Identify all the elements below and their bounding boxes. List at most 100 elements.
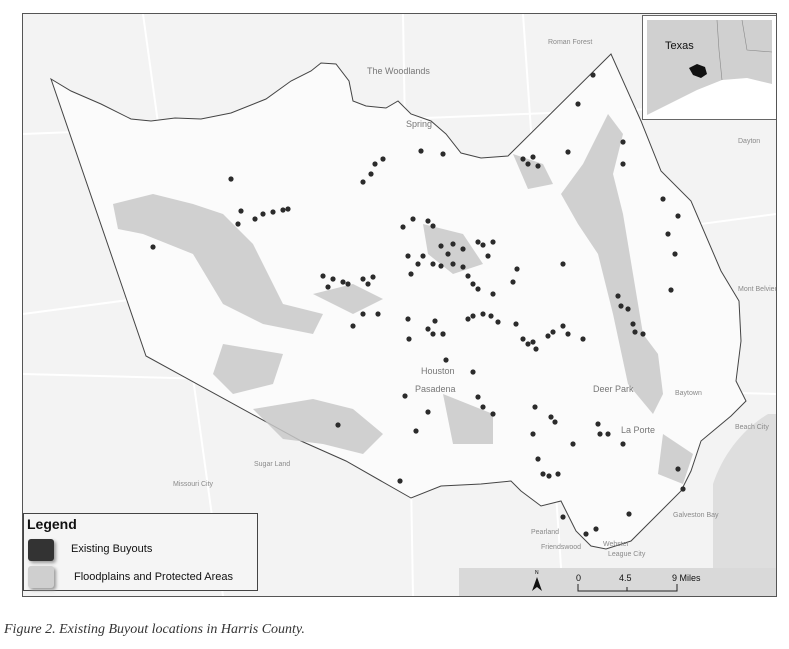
legend-label-buyouts: Existing Buyouts	[71, 543, 153, 555]
buyout-point	[425, 409, 431, 415]
floodplains-swatch	[28, 566, 54, 588]
buyout-point	[260, 211, 266, 217]
texas-inset-map: Texas	[642, 15, 776, 120]
buyout-point	[235, 221, 241, 227]
place-label: Sugar Land	[254, 461, 291, 468]
place-label: Pasadena	[415, 384, 456, 394]
buyout-point	[485, 253, 491, 259]
place-label: The Woodlands	[367, 66, 430, 76]
buyout-point	[583, 531, 589, 537]
buyout-point	[405, 316, 411, 322]
buyout-point	[632, 329, 638, 335]
buyout-point	[668, 287, 674, 293]
buyout-point	[490, 239, 496, 245]
scale-tick-2: 9 Miles	[672, 573, 701, 583]
buyout-point	[450, 261, 456, 267]
map[interactable]: The Woodlands Spring Houston Pasadena Deer P…	[22, 13, 777, 597]
buyout-point	[618, 303, 624, 309]
floodplain-area	[423, 224, 483, 274]
buyout-point	[445, 251, 451, 257]
buyout-point	[460, 264, 466, 270]
buyout-point	[620, 161, 626, 167]
buyout-point	[510, 279, 516, 285]
buyout-point	[320, 273, 326, 279]
gulf-of-mexico	[647, 78, 772, 115]
place-label: Friendswood	[541, 544, 582, 551]
floodplain-area	[113, 194, 323, 334]
buyout-point	[406, 336, 412, 342]
map-canvas	[23, 14, 776, 596]
harris-county-highlight	[689, 64, 707, 78]
buyout-point	[595, 421, 601, 427]
buyout-point	[325, 284, 331, 290]
buyout-point	[525, 341, 531, 347]
buyout-point	[405, 253, 411, 259]
buyout-point	[380, 156, 386, 162]
buyout-point	[488, 313, 494, 319]
floodplain-area	[213, 344, 283, 394]
place-label: Mont Belvieu	[738, 286, 777, 293]
floodplain-area	[443, 394, 493, 444]
buyout-point	[360, 179, 366, 185]
place-label: Spring	[406, 119, 433, 129]
buyout-point	[560, 261, 566, 267]
buyout-point	[545, 333, 551, 339]
buyout-point	[410, 216, 416, 222]
buyout-point	[525, 161, 531, 167]
buyout-point	[560, 514, 566, 520]
place-label: Dayton	[738, 138, 761, 145]
buyout-point	[350, 323, 356, 329]
buyout-point	[565, 331, 571, 337]
buyout-point	[438, 243, 444, 249]
buyout-point	[432, 318, 438, 324]
buyout-point	[375, 311, 381, 317]
buyout-point	[620, 441, 626, 447]
buyout-point	[397, 478, 403, 484]
buyout-point	[360, 311, 366, 317]
buyout-point	[430, 261, 436, 267]
buyout-point	[470, 281, 476, 287]
buyout-point	[675, 466, 681, 472]
buyout-point	[593, 526, 599, 532]
buyout-point	[425, 326, 431, 332]
buyout-point	[548, 414, 554, 420]
place-label: Galveston Bay	[673, 512, 719, 519]
scale-bar: N 0 4.5 9 Miles	[459, 568, 776, 596]
buyout-point	[280, 207, 286, 213]
harris-county-boundary	[50, 53, 747, 550]
buyout-point	[530, 154, 536, 160]
buyout-point	[597, 431, 603, 437]
place-label: Pearland	[531, 529, 560, 536]
buyout-point	[370, 274, 376, 280]
buyout-point	[340, 279, 346, 285]
buyout-point	[565, 149, 571, 155]
buyout-point	[533, 346, 539, 352]
buyout-point	[345, 281, 351, 287]
buyout-point	[490, 291, 496, 297]
place-label: Beach City	[735, 424, 769, 431]
north-arrow-icon	[532, 577, 542, 591]
buyout-point	[640, 331, 646, 337]
buyout-point	[560, 323, 566, 329]
buyout-point	[330, 276, 336, 282]
buyout-point	[470, 313, 476, 319]
buyout-point	[440, 151, 446, 157]
buyout-point	[480, 242, 486, 248]
buyout-point	[532, 404, 538, 410]
figure-caption: Figure 2. Existing Buyout locations in H…	[4, 622, 305, 637]
buyout-point	[413, 428, 419, 434]
legend-label-floodplains: Floodplains and Protected Areas	[74, 571, 233, 583]
scale-tick-0: 0	[576, 573, 582, 583]
buyout-point	[546, 473, 552, 479]
buyout-point	[470, 369, 476, 375]
buyout-point	[438, 263, 444, 269]
buyout-point	[605, 431, 611, 437]
buyout-point	[475, 286, 481, 292]
buyout-point	[443, 357, 449, 363]
buyout-point	[590, 72, 596, 78]
buyout-point	[408, 271, 414, 277]
buyout-point	[400, 224, 406, 230]
buyout-point	[625, 306, 631, 312]
buyout-point	[520, 336, 526, 342]
buyout-point	[575, 101, 581, 107]
